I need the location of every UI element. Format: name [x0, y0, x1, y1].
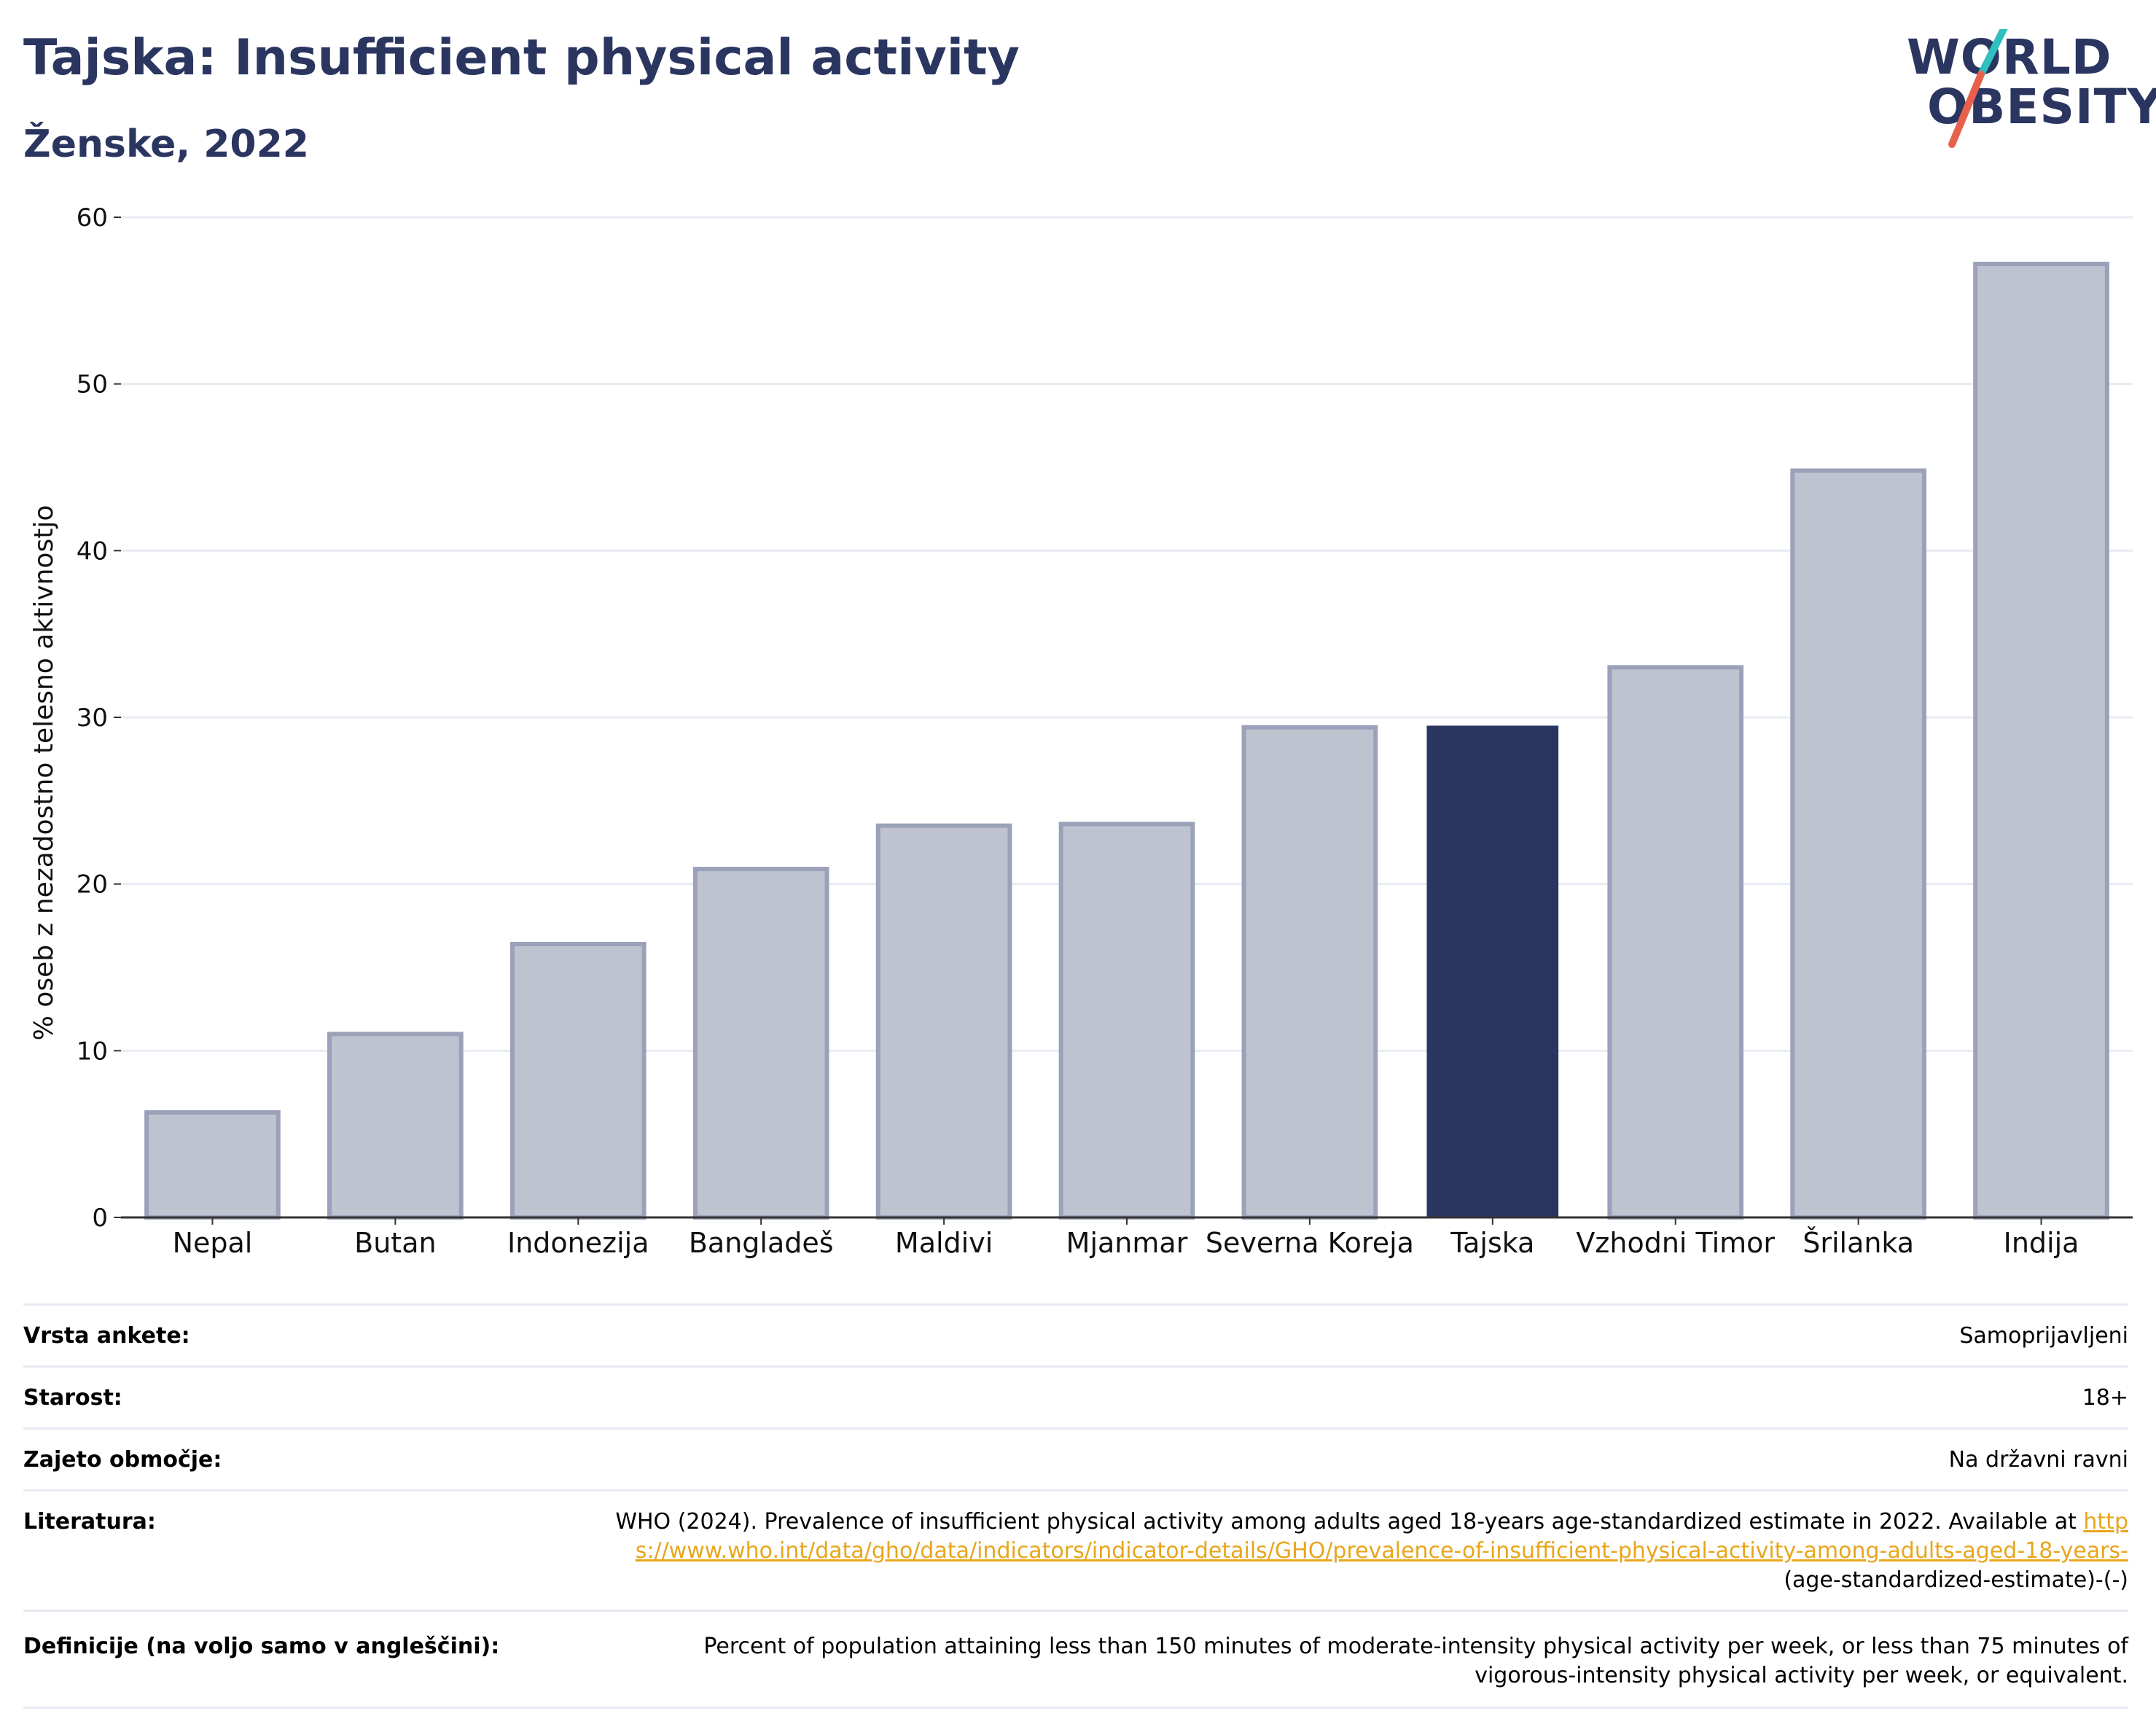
y-tick-label: 50 — [77, 370, 108, 399]
x-tick-label: Vzhodni Timor — [1576, 1227, 1775, 1259]
reference-text: WHO (2024). Prevalence of insufficient p… — [615, 1509, 2077, 1535]
page-subtitle: Ženske, 2022 — [23, 122, 309, 166]
y-axis-label: % oseb z nezadostno telesno aktivnostjo — [29, 505, 59, 1041]
x-tick-label: Tajska — [1450, 1227, 1534, 1259]
y-tick-label: 0 — [92, 1204, 108, 1233]
meta-row-coverage: Zajeto območje: Na državni ravni — [23, 1427, 2128, 1489]
meta-row-survey-type: Vrsta ankete: Samoprijavljeni — [23, 1303, 2128, 1365]
x-tick-label: Nepal — [173, 1227, 253, 1259]
x-tick-label: Bangladeš — [689, 1227, 834, 1259]
x-axis-ticks: Nepal Butan Indonezija Bangladeš Maldivi Mjan… — [173, 1217, 2079, 1259]
meta-value-coverage: Na državni ravni — [1948, 1447, 2128, 1473]
bar-butan — [327, 1032, 464, 1220]
bar-chart: 0 10 20 30 40 50 60 Nepal Butan Indonezija Bangla… — [29, 203, 2133, 1259]
x-tick-label: Šrilanka — [1802, 1227, 1914, 1259]
meta-value-definitions: Percent of population attaining less tha… — [703, 1634, 2128, 1688]
logo-word-1: WORLD — [1907, 29, 2112, 85]
x-tick-label: Indija — [2004, 1227, 2079, 1259]
y-tick-label: 20 — [77, 870, 108, 900]
page-title: Tajska: Insufficient physical activity — [23, 29, 1020, 87]
bar-vzhodni-timor — [1607, 665, 1744, 1220]
x-tick-label: Indonezija — [507, 1227, 649, 1259]
x-tick-label: Mjanmar — [1066, 1227, 1188, 1259]
bar-šrilanka — [1790, 468, 1926, 1220]
bars — [144, 262, 2109, 1220]
y-tick-label: 30 — [77, 703, 108, 733]
world-obesity-logo: WORLD OBESITY — [1895, 29, 2156, 160]
x-tick-label: Butan — [354, 1227, 436, 1259]
y-tick-label: 10 — [77, 1037, 108, 1066]
bar-nepal — [144, 1110, 281, 1220]
meta-label-age: Starost: — [23, 1385, 122, 1411]
x-tick-label: Maldivi — [895, 1227, 993, 1259]
logo-slash-icon — [1948, 29, 2008, 148]
meta-row-definitions: Definicije (na voljo samo v angleščini):… — [23, 1610, 2128, 1709]
meta-value-age: 18+ — [2082, 1385, 2128, 1411]
bar-indija — [1973, 262, 2109, 1220]
meta-value-references: WHO (2024). Prevalence of insufficient p… — [612, 1508, 2128, 1595]
metadata-table: Vrsta ankete: Samoprijavljeni Starost: 1… — [23, 1303, 2128, 1709]
meta-label-coverage: Zajeto območje: — [23, 1447, 222, 1473]
meta-label-survey-type: Vrsta ankete: — [23, 1323, 190, 1349]
y-tick-label: 60 — [77, 203, 108, 233]
bar-severna-koreja — [1241, 725, 1378, 1220]
meta-label-references: Literatura: — [23, 1509, 156, 1535]
meta-row-age: Starost: 18+ — [23, 1365, 2128, 1427]
bar-indonezija — [509, 941, 647, 1220]
y-tick-label: 40 — [77, 537, 108, 566]
bar-mjanmar — [1058, 822, 1195, 1220]
meta-value-survey-type: Samoprijavljeni — [1959, 1323, 2128, 1349]
bar-bangladeš — [692, 867, 829, 1220]
reference-link[interactable]: https://www.who.int/data/gho/data/indica… — [635, 1509, 2128, 1564]
bar-maldivi — [875, 823, 1012, 1220]
reference-suffix: (age-standardized-estimate)-(-) — [1784, 1567, 2128, 1593]
x-tick-label: Severna Koreja — [1206, 1227, 1414, 1259]
meta-label-definitions: Definicije (na voljo samo v angleščini): — [23, 1634, 500, 1659]
meta-row-references: Literatura: WHO (2024). Prevalence of in… — [23, 1489, 2128, 1610]
bar-tajska — [1426, 725, 1559, 1217]
y-axis-ticks: 0 10 20 30 40 50 60 — [77, 203, 121, 1233]
